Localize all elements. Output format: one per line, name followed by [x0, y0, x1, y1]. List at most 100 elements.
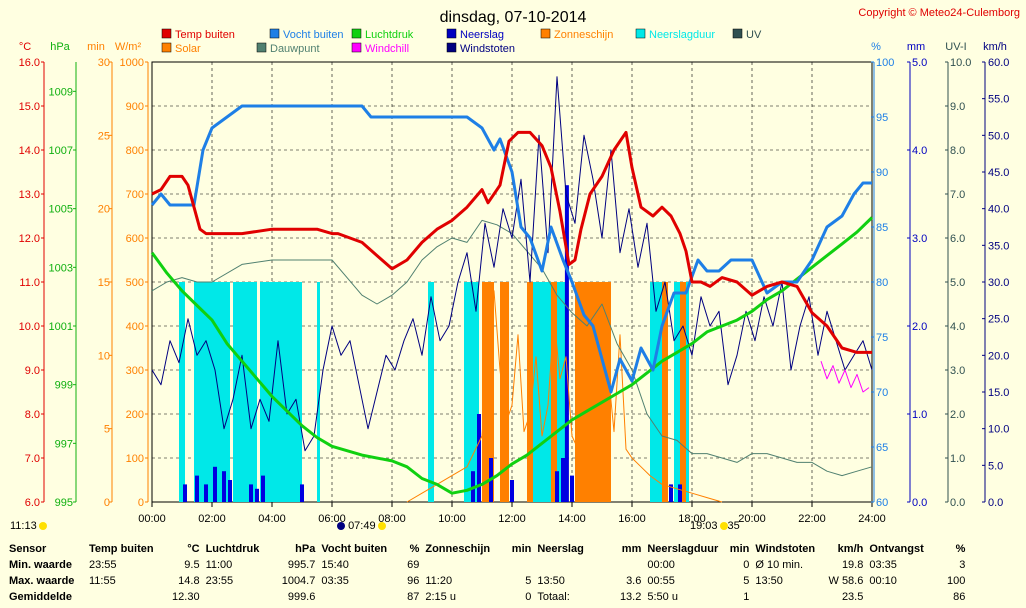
solar-tick-label: 800 — [126, 145, 144, 157]
summary-header: Temp buiten — [89, 543, 154, 555]
rain-tick-label: 4.0 — [912, 145, 927, 157]
x-tick-label: 18:00 — [678, 513, 706, 525]
uv-tick-label: 0.0 — [950, 497, 965, 509]
axes: 00:00 02:00 04:00 06:00 08:00 10:00 12:00 14:00… — [19, 41, 1010, 525]
summary-cell: 03:35 — [869, 559, 897, 571]
rain-axis-unit: mm — [907, 41, 925, 53]
summary-cell: 1 — [743, 591, 750, 603]
summary-header-row: Sensor Temp buiten °C Luchtdruk hPa Voch… — [6, 541, 968, 557]
humidity-tick-label: 95 — [876, 112, 888, 124]
rain-bar — [669, 484, 673, 502]
summary-header: mm — [621, 543, 642, 555]
summary-header: % — [409, 543, 420, 555]
rain-bar — [564, 185, 569, 502]
legend-swatch — [540, 28, 551, 39]
rain-duration-bar — [650, 282, 662, 502]
summary-cell: 00:10 — [869, 575, 897, 587]
rain-duration-bar — [428, 282, 434, 502]
summary-cell — [422, 557, 498, 573]
x-tick-label: 16:00 — [618, 513, 646, 525]
pressure-tick-label: 997 — [55, 438, 73, 450]
wind-tick-label: 50.0 — [988, 130, 1009, 142]
pressure-axis-unit: hPa — [50, 41, 70, 53]
minutes-tick-label: 20 — [98, 204, 110, 216]
uv-tick-label: 3.0 — [950, 365, 965, 377]
x-tick-label: 06:00 — [318, 513, 346, 525]
humidity-tick-label: 65 — [876, 442, 888, 454]
uv-tick-label: 7.0 — [950, 189, 965, 201]
summary-cell: 1004.7 — [281, 575, 316, 587]
legend-swatch — [446, 28, 457, 39]
sun-icon — [377, 522, 386, 531]
rain-duration-bar — [317, 282, 320, 502]
series-windchill — [820, 361, 870, 393]
sunset-icon — [719, 522, 728, 531]
rain-bar — [678, 484, 682, 502]
summary-cell: 5 — [743, 575, 750, 587]
sunshine-bar — [551, 282, 557, 502]
moonset-label: 11:13 — [10, 520, 47, 532]
summary-cell — [534, 557, 606, 573]
temp-axis-unit: °C — [19, 41, 31, 53]
legend: Temp buiten Vocht buiten Luchtdruk Neerslag… — [161, 28, 762, 55]
rain-bar — [204, 484, 208, 502]
summary-cell — [203, 589, 263, 605]
rain-duration-bar — [194, 282, 230, 502]
summary-cell — [606, 557, 644, 573]
rain-tick-label: 0.0 — [912, 497, 927, 509]
humidity-tick-label: 60 — [876, 497, 888, 509]
pressure-tick-label: 995 — [55, 497, 73, 509]
pressure-tick-label: 1003 — [49, 262, 73, 274]
rain-bar — [300, 484, 304, 502]
uv-tick-label: 8.0 — [950, 145, 965, 157]
summary-header: Neerslag — [537, 543, 584, 555]
summary-cell: W 58.6 — [828, 575, 864, 587]
summary-cell: 3.6 — [626, 575, 642, 587]
wind-tick-label: 0.0 — [988, 497, 1003, 509]
temp-tick-label: 13.0 — [19, 189, 40, 201]
legend-label: Solar — [175, 43, 201, 55]
x-tick-label: 00:00 — [138, 513, 166, 525]
summary-cell — [498, 557, 534, 573]
x-tick-label: 14:00 — [558, 513, 586, 525]
summary-cell: 00:00 — [647, 559, 675, 571]
uv-tick-label: 9.0 — [950, 101, 965, 113]
x-tick-label: 02:00 — [198, 513, 226, 525]
x-tick-label: 08:00 — [378, 513, 406, 525]
wind-tick-label: 15.0 — [988, 387, 1009, 399]
wind-tick-label: 25.0 — [988, 314, 1009, 326]
solar-axis-unit: W/m² — [115, 41, 142, 53]
solar-tick-label: 500 — [126, 277, 144, 289]
summary-cell: Totaal: — [537, 591, 570, 603]
summary-header: min — [511, 543, 532, 555]
humidity-tick-label: 75 — [876, 332, 888, 344]
legend-swatch — [161, 42, 172, 53]
solar-tick-label: 200 — [126, 409, 144, 421]
uv-tick-label: 10.0 — [950, 57, 971, 69]
summary-header: °C — [187, 543, 200, 555]
humidity-tick-label: 85 — [876, 222, 888, 234]
series-luchtdruk — [150, 216, 874, 495]
summary-cell: 15:40 — [321, 559, 349, 571]
series-temp-buiten — [151, 130, 872, 354]
summary-cell: 14.8 — [178, 575, 200, 587]
uv-tick-label: 4.0 — [950, 321, 965, 333]
temp-tick-label: 9.0 — [25, 365, 40, 377]
solar-tick-label: 300 — [126, 365, 144, 377]
legend-label: Neerslag — [460, 29, 504, 41]
summary-cell — [86, 589, 157, 605]
rain-tick-label: 1.0 — [912, 409, 927, 421]
summary-row-min: Min. waarde 23:55 9.5 11:00 995.7 15:40 … — [6, 557, 968, 573]
temp-tick-label: 10.0 — [19, 321, 40, 333]
minutes-tick-label: 15 — [98, 277, 110, 289]
temp-tick-label: 16.0 — [19, 57, 40, 69]
rain-bar — [510, 480, 514, 502]
temp-tick-label: 12.0 — [19, 233, 40, 245]
pressure-tick-label: 1007 — [49, 145, 73, 157]
summary-row-avg: Gemiddelde 12.30 999.6 87 2:15 u 0 Totaa… — [6, 589, 968, 605]
summary-cell: 999.6 — [287, 591, 316, 603]
legend-label: Windchill — [365, 43, 409, 55]
summary-cell: Ø 10 min. — [755, 559, 804, 571]
summary-table: Sensor Temp buiten °C Luchtdruk hPa Voch… — [0, 537, 1026, 608]
wind-axis-unit: km/h — [983, 41, 1007, 53]
